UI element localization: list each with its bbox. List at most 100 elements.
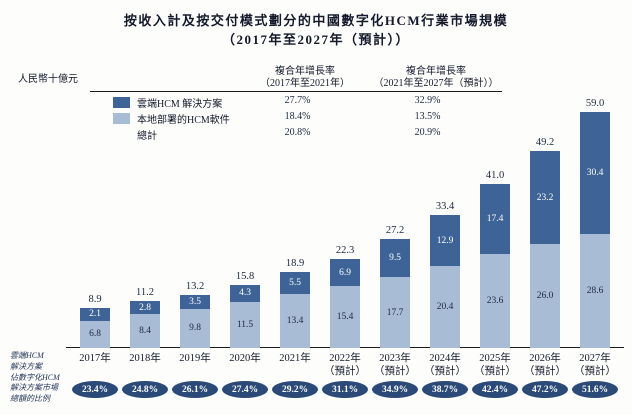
bar-segment-onpremise: 26.0 [530, 244, 560, 348]
cloud-share-badge: 42.4% [472, 381, 518, 398]
onpremise-series-swatch-icon [113, 113, 130, 124]
cagr-value-cloud-2017-2021: 27.7% [284, 95, 311, 106]
y-axis-unit-label: 人民幣十億元 [18, 74, 78, 85]
cloud-share-badge: 51.6% [572, 381, 618, 398]
bar-segment-onpremise: 23.6 [480, 253, 510, 348]
chart-title: 按收入計及按交付模式劃分的中國數字化HCM行業市場規模 （2017年至2027年… [0, 11, 632, 49]
cloud-share-badge: 23.4% [72, 381, 118, 398]
cagr-header-col1-line2: （2017年至2021年） [260, 78, 350, 89]
bar-segment-onpremise: 28.6 [580, 233, 610, 348]
legend-label-total: 總計 [137, 131, 157, 142]
legend-label-onpremise: 本地部署的HCM軟件 [137, 115, 230, 126]
x-tick-forecast-suffix: （預計） [424, 365, 466, 377]
bar-total-label: 49.2 [535, 137, 555, 149]
bar-total-label: 11.2 [136, 287, 154, 299]
x-tick-year: 2027年 [579, 353, 611, 364]
cloud-share-axis-label-line: 解決方案市場 [10, 383, 58, 393]
bar-total-label: 41.0 [485, 170, 505, 181]
x-tick-year: 2025年 [479, 353, 511, 364]
chart-title-line2: （2017年至2027年（預計）） [221, 32, 410, 47]
cloud-series-swatch-icon [113, 97, 130, 108]
bar-total-label: 15.8 [235, 270, 255, 282]
cloud-share-badge: 38.7% [422, 381, 468, 398]
x-tick-label: 2027年 （預計） [565, 353, 625, 378]
x-tick-year: 2026年 [529, 353, 561, 364]
bar-segment-cloud: 2.1 [80, 307, 110, 321]
cagr-header-col2-line2: （2021年至2027年（預計）） [373, 78, 499, 89]
x-tick-year: 2022年 [329, 353, 361, 364]
x-tick-year: 2023年 [379, 353, 411, 364]
bar-segment-onpremise: 13.4 [280, 294, 310, 348]
bar-segment-cloud: 3.5 [180, 294, 210, 309]
x-tick-forecast-suffix: （預計） [524, 365, 566, 377]
x-tick-label: 2017年 [65, 353, 125, 366]
x-tick-year: 2024年 [429, 353, 461, 364]
cloud-share-badge: 27.4% [222, 381, 268, 398]
x-tick-year: 2020年 [229, 353, 261, 364]
legend-label-cloud: 雲端HCM 解決方案 [137, 99, 223, 110]
bar-segment-cloud: 17.4 [480, 184, 510, 254]
x-tick-label: 2024年 （預計） [415, 353, 475, 378]
cloud-share-badge: 26.1% [172, 381, 218, 398]
x-tick-forecast-suffix: （預計） [574, 365, 616, 377]
x-tick-label: 2020年 [215, 353, 275, 366]
bar-segment-cloud: 9.5 [380, 239, 410, 278]
cagr-header-col1-line1: 複合年增長率 [275, 66, 335, 77]
legend-row-onpremise: 本地部署的HCM軟件 18.4% 13.5% [113, 111, 508, 126]
x-tick-label: 2023年 （預計） [365, 353, 425, 378]
x-tick-year: 2021年 [279, 353, 311, 364]
cloud-share-badge: 34.9% [372, 381, 418, 398]
bar-segment-cloud: 2.8 [130, 301, 160, 315]
x-tick-year: 2017年 [79, 353, 111, 364]
cagr-header-col2: 複合年增長率 （2021年至2027年（預計）） [347, 66, 525, 90]
cloud-share-axis-label-line: 總額的比例 [10, 394, 50, 404]
cagr-value-onpremise-2017-2021: 18.4% [284, 111, 311, 122]
bar-total-label: 59.0 [585, 98, 605, 109]
bar-segment-cloud: 23.2 [530, 151, 560, 244]
x-tick-label: 2021年 [265, 353, 325, 366]
bar-segment-onpremise: 11.5 [230, 302, 260, 348]
chart-title-line1: 按收入計及按交付模式劃分的中國數字化HCM行業市場規模 [123, 13, 509, 28]
bar-segment-onpremise: 6.8 [80, 320, 110, 348]
x-tick-label: 2022年 （預計） [315, 353, 375, 378]
cagr-value-total-2017-2021: 20.8% [284, 127, 311, 138]
cloud-share-axis-label-line: 解決方案 [10, 361, 42, 371]
bar-total-label: 8.9 [88, 293, 102, 305]
cagr-value-total-2021-2027: 20.9% [414, 127, 441, 138]
bar-total-label: 33.4 [435, 200, 455, 212]
legend-row-total: 總計 20.8% 20.9% [113, 127, 508, 142]
cloud-share-axis-label: 雲端HCM 解決方案 佔數字化HCM 解決方案市場 總額的比例 [10, 351, 60, 405]
bar-segment-onpremise: 9.8 [180, 308, 210, 348]
x-tick-forecast-suffix: （預計） [324, 365, 366, 377]
bar-segment-onpremise: 15.4 [330, 286, 360, 348]
x-tick-label: 2026年 （預計） [515, 353, 575, 378]
x-tick-forecast-suffix: （預計） [374, 365, 416, 377]
cloud-share-badge: 31.1% [322, 381, 368, 398]
bar-total-label: 13.2 [185, 280, 205, 292]
cagr-header-divider [90, 91, 502, 92]
legend-row-cloud: 雲端HCM 解決方案 27.7% 32.9% [113, 95, 508, 110]
cloud-share-badge: 47.2% [522, 381, 568, 398]
cloud-share-axis-label-line: 佔數字化HCM [10, 372, 60, 382]
cagr-value-cloud-2021-2027: 32.9% [414, 95, 441, 106]
cloud-share-badge: 29.2% [272, 381, 318, 398]
bar-total-label: 22.3 [335, 244, 355, 256]
cagr-header-col2-line1: 複合年增長率 [406, 66, 466, 77]
bar-total-label: 18.9 [285, 258, 305, 270]
bar-segment-onpremise: 8.4 [130, 314, 160, 348]
x-tick-forecast-suffix: （預計） [474, 365, 516, 377]
cagr-header-col1: 複合年增長率 （2017年至2021年） [225, 66, 385, 90]
x-tick-label: 2018年 [115, 353, 175, 366]
x-tick-label: 2019年 [165, 353, 225, 366]
bar-segment-cloud: 30.4 [580, 112, 610, 234]
bar-segment-cloud: 12.9 [430, 214, 460, 267]
bar-segment-cloud: 4.3 [230, 284, 260, 302]
cloud-share-axis-label-line: 雲端HCM [10, 351, 44, 360]
cagr-value-onpremise-2021-2027: 13.5% [414, 111, 441, 122]
bar-segment-onpremise: 20.4 [430, 266, 460, 348]
x-tick-year: 2018年 [129, 353, 161, 364]
x-tick-year: 2019年 [179, 353, 211, 364]
bar-segment-onpremise: 17.7 [380, 277, 410, 348]
bar-segment-cloud: 6.9 [330, 258, 360, 287]
